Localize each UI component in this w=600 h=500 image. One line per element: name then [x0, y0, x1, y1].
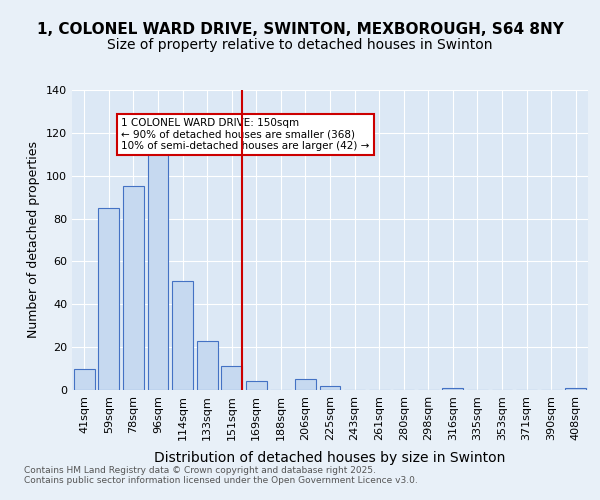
Bar — [74, 368, 95, 390]
Bar — [565, 388, 586, 390]
Bar — [442, 388, 463, 390]
Bar — [295, 380, 316, 390]
Text: Contains HM Land Registry data © Crown copyright and database right 2025.
Contai: Contains HM Land Registry data © Crown c… — [24, 466, 418, 485]
Bar — [98, 208, 119, 390]
Y-axis label: Number of detached properties: Number of detached properties — [28, 142, 40, 338]
Bar — [246, 382, 267, 390]
Text: 1, COLONEL WARD DRIVE, SWINTON, MEXBOROUGH, S64 8NY: 1, COLONEL WARD DRIVE, SWINTON, MEXBOROU… — [37, 22, 563, 38]
Bar — [197, 340, 218, 390]
Bar — [320, 386, 340, 390]
Bar — [221, 366, 242, 390]
Bar — [148, 150, 169, 390]
Bar — [123, 186, 144, 390]
Text: Size of property relative to detached houses in Swinton: Size of property relative to detached ho… — [107, 38, 493, 52]
Text: 1 COLONEL WARD DRIVE: 150sqm
← 90% of detached houses are smaller (368)
10% of s: 1 COLONEL WARD DRIVE: 150sqm ← 90% of de… — [121, 118, 370, 151]
X-axis label: Distribution of detached houses by size in Swinton: Distribution of detached houses by size … — [154, 451, 506, 465]
Bar — [172, 280, 193, 390]
